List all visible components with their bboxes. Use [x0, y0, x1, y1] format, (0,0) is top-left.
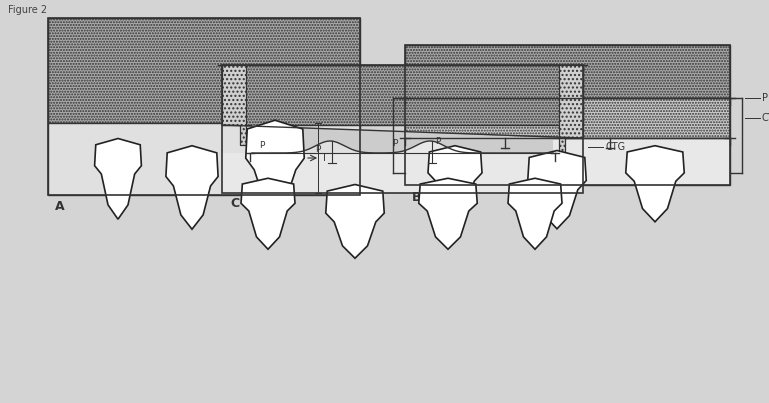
- Bar: [222, 65, 583, 125]
- Text: P: P: [392, 139, 398, 147]
- Text: I: I: [323, 153, 326, 163]
- Text: A: A: [55, 200, 65, 213]
- Bar: [405, 45, 730, 185]
- Text: CTG: CTG: [762, 113, 769, 123]
- Polygon shape: [166, 146, 218, 229]
- Bar: [48, 18, 360, 195]
- Bar: [222, 65, 583, 193]
- Text: B: B: [412, 191, 421, 204]
- Bar: [48, 123, 360, 195]
- Text: CTG: CTG: [605, 142, 625, 152]
- Text: P: P: [435, 137, 441, 145]
- Text: P: P: [315, 145, 321, 154]
- Bar: [48, 18, 360, 123]
- Text: P: P: [259, 141, 265, 150]
- Polygon shape: [528, 150, 586, 229]
- Polygon shape: [419, 178, 478, 249]
- Polygon shape: [222, 65, 246, 145]
- Text: P: P: [762, 93, 768, 103]
- Polygon shape: [326, 185, 384, 258]
- Bar: [222, 153, 583, 193]
- Bar: [405, 138, 730, 185]
- Text: C: C: [230, 197, 239, 210]
- Polygon shape: [246, 120, 305, 209]
- Polygon shape: [428, 146, 482, 222]
- Bar: [405, 98, 730, 138]
- Polygon shape: [241, 178, 295, 249]
- Polygon shape: [252, 125, 553, 153]
- Polygon shape: [559, 65, 583, 155]
- Polygon shape: [508, 178, 562, 249]
- Bar: [405, 45, 730, 98]
- Text: Figure 2: Figure 2: [8, 5, 47, 15]
- Polygon shape: [95, 139, 141, 219]
- Polygon shape: [626, 146, 684, 222]
